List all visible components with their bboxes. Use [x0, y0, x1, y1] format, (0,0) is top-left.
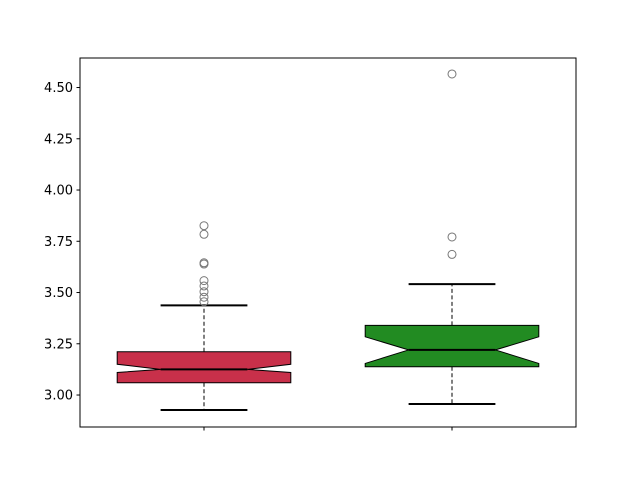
outlier-point — [447, 249, 457, 259]
outlier-point — [199, 221, 209, 231]
y-tick-label: 4.50 — [44, 81, 73, 96]
y-tick-label: 3.00 — [44, 389, 73, 404]
outlier-point — [199, 287, 209, 297]
outlier-point — [199, 292, 209, 302]
outlier-point — [199, 297, 209, 307]
outlier-point — [199, 229, 209, 239]
plot-frame — [79, 57, 577, 428]
y-tick-label: 3.75 — [44, 235, 73, 250]
outlier-point — [199, 259, 209, 269]
y-tick-label: 3.25 — [44, 337, 73, 352]
outlier-point — [199, 281, 209, 291]
outlier-point — [199, 276, 209, 286]
outlier-point — [447, 69, 457, 79]
box-group-1 — [116, 221, 292, 411]
notched-box — [116, 351, 292, 384]
outlier-point — [447, 232, 457, 242]
box-group-2 — [364, 69, 540, 406]
notched-box — [364, 324, 540, 368]
y-tick-label: 4.00 — [44, 184, 73, 199]
y-tick-label: 4.25 — [44, 132, 73, 147]
y-tick-label: 3.50 — [44, 286, 73, 301]
